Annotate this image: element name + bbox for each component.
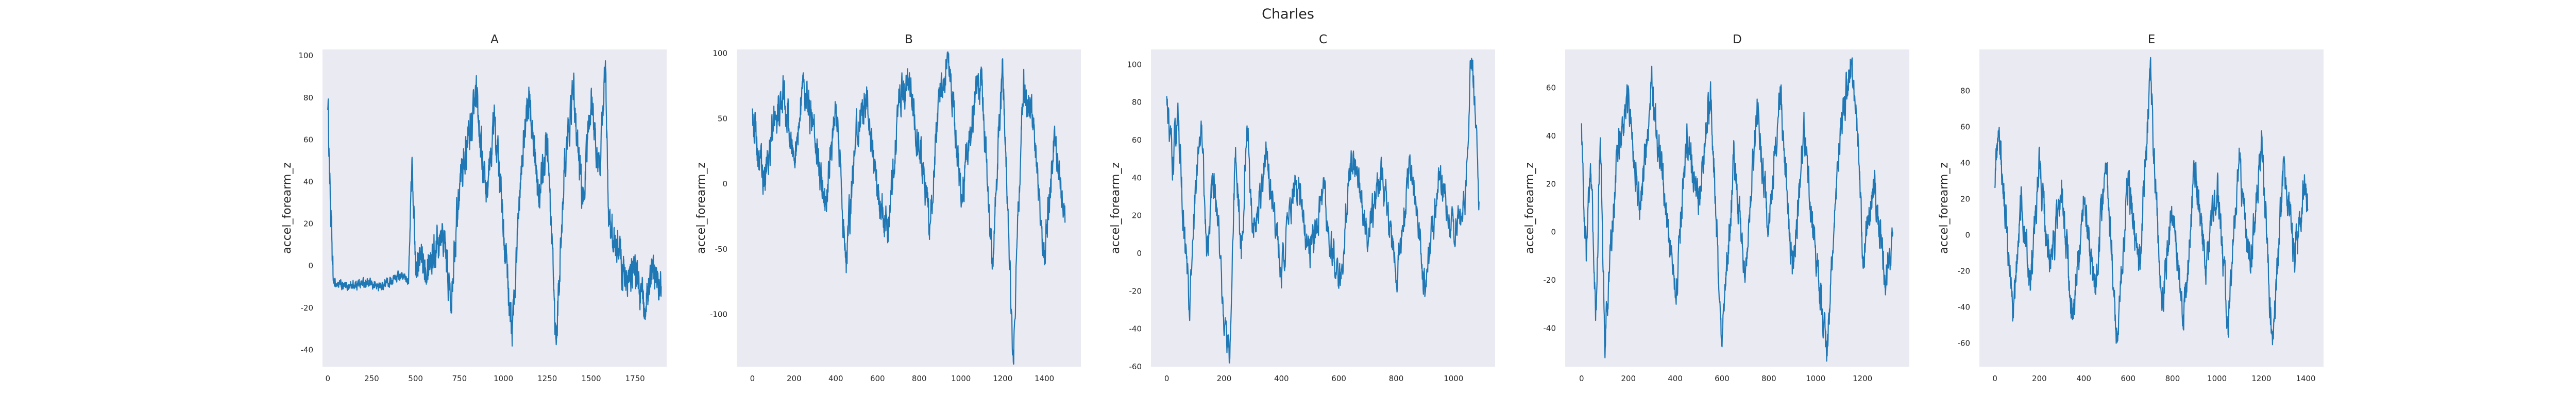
y-tick-label: 80 bbox=[303, 93, 313, 102]
series-line bbox=[1581, 57, 1893, 362]
y-tick-label: 100 bbox=[1127, 60, 1142, 69]
x-tick-label: 600 bbox=[2121, 374, 2136, 383]
y-tick-label: -50 bbox=[715, 245, 728, 254]
plot-area bbox=[1151, 49, 1495, 367]
x-tick-label: 800 bbox=[2165, 374, 2180, 383]
y-tick-label: 20 bbox=[303, 219, 313, 229]
y-axis-label: accel_forearm_z bbox=[281, 162, 294, 254]
y-tick-label: 80 bbox=[1132, 98, 1142, 107]
x-tick-label: 600 bbox=[1331, 374, 1346, 383]
y-tick-label: 40 bbox=[1546, 131, 1556, 141]
chart-title: D bbox=[1733, 33, 1742, 46]
x-tick-label: 600 bbox=[870, 374, 885, 383]
x-tick-label: 1000 bbox=[951, 374, 971, 383]
y-tick-label: 40 bbox=[1132, 173, 1142, 182]
y-tick-label: -40 bbox=[1544, 323, 1556, 333]
x-tick-label: 250 bbox=[364, 374, 379, 383]
y-tick-label: 0 bbox=[1965, 231, 1970, 240]
y-axis-label: accel_forearm_z bbox=[1938, 162, 1951, 254]
x-tick-label: 1400 bbox=[2296, 374, 2315, 383]
x-tick-label: 200 bbox=[787, 374, 802, 383]
y-tick-label: 20 bbox=[1546, 179, 1556, 188]
x-tick-label: 1400 bbox=[1035, 374, 1054, 383]
y-tick-label: 80 bbox=[1960, 87, 1970, 96]
series-line bbox=[1166, 57, 1480, 364]
x-tick-label: 800 bbox=[1761, 374, 1776, 383]
x-tick-label: 800 bbox=[912, 374, 927, 383]
y-tick-label: -20 bbox=[1129, 286, 1142, 296]
y-tick-label: 40 bbox=[1960, 159, 1970, 168]
x-tick-label: 0 bbox=[1579, 374, 1584, 383]
figure-title: Charles bbox=[1262, 6, 1314, 22]
y-tick-label: -60 bbox=[1129, 362, 1142, 371]
y-tick-label: 50 bbox=[718, 114, 727, 123]
y-tick-label: 60 bbox=[1546, 83, 1556, 93]
x-tick-label: 0 bbox=[1164, 374, 1170, 383]
y-tick-label: 60 bbox=[1960, 123, 1970, 132]
x-tick-label: 1000 bbox=[1444, 374, 1463, 383]
x-tick-label: 1000 bbox=[494, 374, 513, 383]
y-tick-label: -40 bbox=[301, 345, 314, 354]
y-tick-label: -20 bbox=[301, 303, 314, 313]
series-line bbox=[1994, 57, 2309, 346]
y-tick-label: 20 bbox=[1132, 211, 1142, 220]
y-tick-label: -20 bbox=[1544, 276, 1556, 285]
plot-area bbox=[737, 49, 1081, 367]
y-tick-label: 0 bbox=[722, 179, 727, 188]
y-tick-label: -100 bbox=[710, 310, 727, 319]
y-tick-label: 100 bbox=[713, 49, 727, 58]
y-tick-label: 100 bbox=[298, 51, 313, 60]
series-line bbox=[327, 60, 662, 347]
y-axis-label: accel_forearm_z bbox=[695, 162, 708, 254]
x-tick-label: 200 bbox=[1217, 374, 1232, 383]
y-tick-label: 0 bbox=[1551, 228, 1556, 237]
x-tick-label: 500 bbox=[408, 374, 423, 383]
y-tick-label: -40 bbox=[1129, 324, 1142, 334]
y-tick-label: 20 bbox=[1960, 195, 1970, 204]
x-tick-label: 200 bbox=[2032, 374, 2047, 383]
x-tick-label: 800 bbox=[1389, 374, 1404, 383]
chart-title: B bbox=[905, 33, 913, 46]
chart-title: C bbox=[1319, 33, 1327, 46]
x-tick-label: 1200 bbox=[2251, 374, 2271, 383]
x-tick-label: 1750 bbox=[625, 374, 645, 383]
x-tick-label: 0 bbox=[325, 374, 330, 383]
chart-title: E bbox=[2148, 33, 2156, 46]
x-tick-label: 600 bbox=[1715, 374, 1730, 383]
y-tick-label: -60 bbox=[1958, 339, 1971, 348]
x-tick-label: 1000 bbox=[2207, 374, 2227, 383]
y-tick-label: 60 bbox=[303, 135, 313, 144]
x-tick-label: 1500 bbox=[581, 374, 601, 383]
y-tick-label: 40 bbox=[303, 177, 313, 186]
y-tick-label: -20 bbox=[1958, 267, 1971, 276]
y-axis-label: accel_forearm_z bbox=[1523, 162, 1536, 254]
x-tick-label: 400 bbox=[828, 374, 843, 383]
series-line bbox=[752, 51, 1066, 365]
y-tick-label: 60 bbox=[1132, 135, 1142, 145]
x-tick-label: 0 bbox=[750, 374, 755, 383]
x-tick-label: 1000 bbox=[1806, 374, 1825, 383]
x-tick-label: 1200 bbox=[993, 374, 1012, 383]
y-axis-label: accel_forearm_z bbox=[1109, 162, 1122, 254]
x-tick-label: 1200 bbox=[1853, 374, 1872, 383]
y-tick-label: 0 bbox=[1137, 249, 1142, 258]
x-tick-label: 0 bbox=[1992, 374, 1997, 383]
x-tick-label: 200 bbox=[1621, 374, 1636, 383]
plot-area bbox=[323, 49, 667, 367]
y-tick-label: 0 bbox=[308, 261, 313, 270]
x-tick-label: 750 bbox=[452, 374, 467, 383]
x-tick-label: 1250 bbox=[537, 374, 557, 383]
chart-title: A bbox=[490, 33, 499, 46]
x-tick-label: 400 bbox=[2076, 374, 2091, 383]
x-tick-label: 400 bbox=[1668, 374, 1683, 383]
y-tick-label: -40 bbox=[1958, 303, 1971, 312]
x-tick-label: 400 bbox=[1274, 374, 1289, 383]
